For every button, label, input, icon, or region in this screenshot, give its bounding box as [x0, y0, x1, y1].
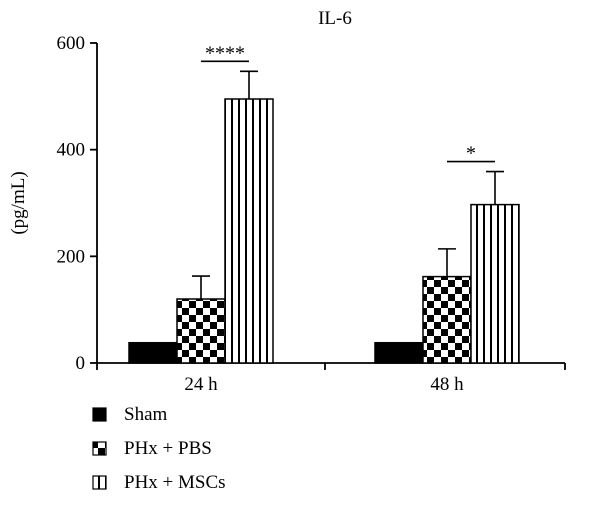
bar — [224, 98, 274, 364]
y-tick-label: 600 — [57, 33, 86, 54]
legend-swatch — [92, 475, 107, 490]
legend-swatch — [92, 407, 107, 422]
y-tick-label: 200 — [57, 246, 86, 267]
significance-label: * — [466, 143, 476, 165]
y-axis-label: (pg/mL) — [8, 171, 29, 234]
error-bars — [192, 70, 504, 299]
bars — [128, 98, 520, 364]
x-category-label: 24 h — [184, 374, 218, 395]
y-tick-label: 400 — [57, 140, 86, 161]
legend-label: Sham — [124, 404, 168, 425]
legend: Sham PHx + PBS PHx + MSCs — [92, 404, 226, 493]
bar — [176, 298, 226, 364]
legend-label: PHx + PBS — [124, 438, 212, 459]
legend-label: PHx + MSCs — [124, 472, 226, 493]
bar — [470, 203, 520, 364]
bar — [422, 275, 472, 364]
significance-markers: ***** — [201, 42, 495, 165]
y-ticks: 0 200 400 600 — [57, 33, 97, 374]
x-ticks: 24 h 48 h — [96, 363, 566, 395]
x-category-label: 48 h — [430, 374, 464, 395]
bar — [128, 341, 178, 364]
y-tick-label: 0 — [76, 353, 86, 374]
significance-label: **** — [205, 42, 245, 64]
legend-swatch — [92, 441, 107, 456]
bar — [374, 341, 424, 364]
chart-title: IL-6 — [318, 8, 352, 29]
